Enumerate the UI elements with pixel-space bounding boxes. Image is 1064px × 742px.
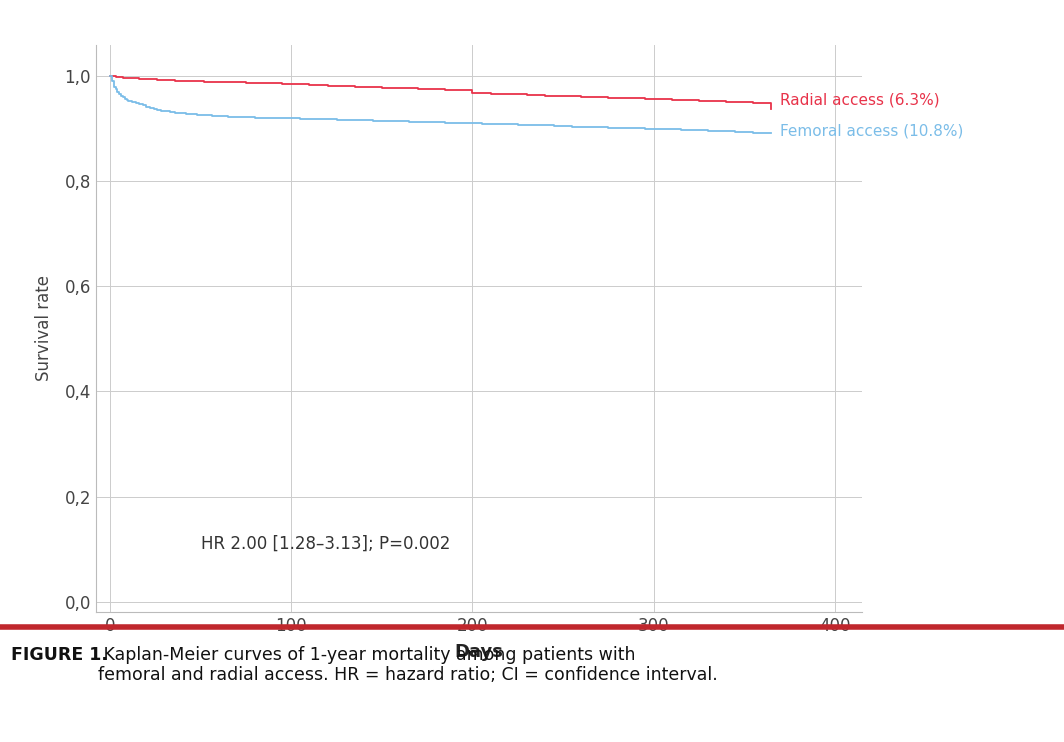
Text: Radial access (6.3%): Radial access (6.3%) [780, 92, 940, 107]
Y-axis label: Survival rate: Survival rate [35, 275, 53, 381]
Text: Femoral access (10.8%): Femoral access (10.8%) [780, 124, 964, 139]
X-axis label: Days: Days [454, 643, 503, 661]
Text: Kaplan-Meier curves of 1-year mortality among patients with
femoral and radial a: Kaplan-Meier curves of 1-year mortality … [98, 646, 717, 684]
Text: HR 2.00 [1.28–3.13]; P=0.002: HR 2.00 [1.28–3.13]; P=0.002 [201, 535, 450, 553]
Text: FIGURE 1.: FIGURE 1. [11, 646, 107, 663]
